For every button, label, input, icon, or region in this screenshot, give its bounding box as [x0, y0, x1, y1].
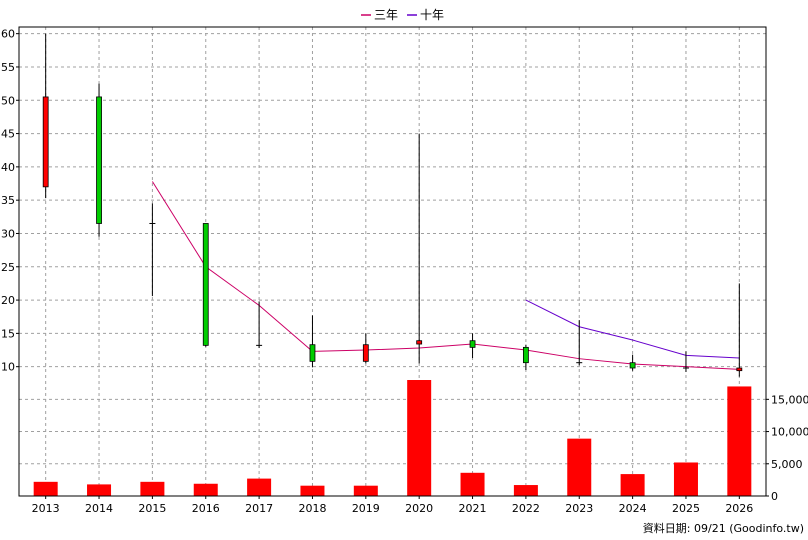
volume-bar [513, 485, 538, 496]
x-tick-label: 2020 [405, 502, 433, 515]
price-tick-label: 45 [1, 128, 15, 141]
volume-bar [673, 462, 698, 496]
price-tick-label: 50 [1, 94, 15, 107]
volume-bar [353, 485, 378, 496]
candle-body [42, 96, 49, 188]
candle-body [522, 346, 529, 364]
volume-bars [33, 380, 752, 496]
x-tick-label: 2023 [565, 502, 593, 515]
x-tick-label: 2013 [32, 502, 60, 515]
axes: 101520253035404550556005,00010,00015,000… [1, 26, 808, 515]
x-tick-label: 2018 [298, 502, 326, 515]
source-note: 資料日期: 09/21 (Goodinfo.tw) [643, 521, 804, 535]
candle-body [309, 344, 316, 362]
volume-tick-label: 10,000 [771, 426, 808, 439]
candle-body [96, 96, 102, 224]
plot-frame [18, 26, 767, 497]
legend-ma10-label: 十年 [420, 8, 444, 22]
x-tick-label: 2021 [459, 502, 487, 515]
volume-bar [567, 438, 592, 496]
x-tick-label: 2024 [619, 502, 647, 515]
volume-bar [407, 380, 432, 496]
x-tick-label: 2022 [512, 502, 540, 515]
volume-bar [193, 483, 218, 496]
x-tick-label: 2014 [85, 502, 113, 515]
ma10-line [525, 299, 740, 359]
price-tick-label: 15 [1, 327, 15, 340]
volume-bar [300, 485, 325, 496]
x-tick-label: 2016 [192, 502, 220, 515]
moving-average-lines [151, 181, 740, 370]
price-tick-label: 35 [1, 194, 15, 207]
volume-bar [460, 472, 485, 496]
volume-bar [620, 474, 645, 496]
volume-tick-label: 15,000 [771, 393, 808, 406]
candle-body [202, 223, 209, 346]
candle-body [416, 340, 423, 345]
volume-bar [87, 484, 112, 496]
volume-tick-label: 5,000 [771, 458, 803, 471]
volume-bar [727, 386, 752, 496]
candle-body [736, 367, 743, 372]
price-tick-label: 20 [1, 294, 15, 307]
candle-body [362, 344, 369, 362]
ma3-line [151, 181, 740, 370]
price-tick-label: 40 [1, 161, 15, 174]
candlesticks [42, 33, 743, 377]
x-tick-label: 2015 [138, 502, 166, 515]
volume-tick-label: 0 [771, 490, 778, 503]
candle-body [469, 340, 476, 348]
volume-bar [33, 481, 58, 496]
legend: 三年 十年 [361, 8, 444, 22]
price-tick-label: 25 [1, 261, 15, 274]
volume-bar [247, 478, 272, 496]
legend-ma3-label: 三年 [374, 8, 398, 22]
x-tick-label: 2026 [725, 502, 753, 515]
candle-body [629, 362, 636, 369]
x-tick-label: 2025 [672, 502, 700, 515]
price-tick-label: 10 [1, 361, 15, 374]
price-tick-label: 55 [1, 61, 15, 74]
x-tick-label: 2017 [245, 502, 273, 515]
price-tick-label: 60 [1, 28, 15, 41]
price-tick-label: 30 [1, 227, 15, 240]
volume-bar [140, 481, 165, 496]
grid [19, 27, 766, 497]
x-tick-label: 2019 [352, 502, 380, 515]
